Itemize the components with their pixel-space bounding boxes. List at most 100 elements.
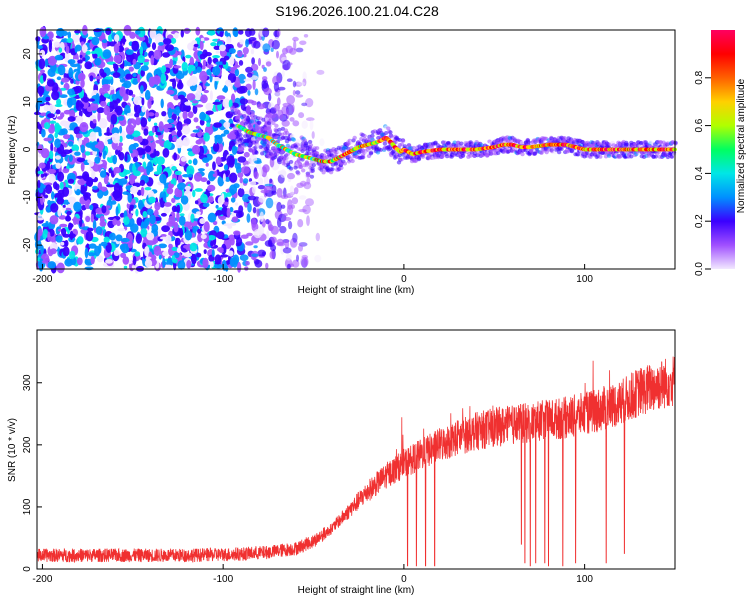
- noise-cell: [263, 185, 273, 192]
- noise-cell: [213, 122, 223, 128]
- noise-cell: [184, 230, 192, 241]
- noise-cell: [61, 128, 68, 136]
- noise-cell: [112, 154, 117, 165]
- noise-cell: [111, 93, 118, 101]
- noise-cell: [156, 163, 163, 175]
- noise-cell: [177, 174, 183, 186]
- noise-cell: [154, 201, 161, 211]
- noise-cell: [66, 211, 72, 216]
- noise-cell: [160, 234, 167, 238]
- noise-cell: [152, 126, 155, 134]
- noise-cell: [237, 50, 243, 58]
- noise-cell: [199, 218, 206, 225]
- noise-cell: [78, 110, 83, 118]
- noise-cell: [135, 233, 142, 244]
- noise-cell: [175, 72, 185, 80]
- noise-cell: [94, 245, 101, 257]
- noise-cell: [257, 249, 267, 257]
- figure-title: S196.2026.100.21.04.C28: [275, 3, 439, 19]
- noise-cell: [239, 98, 248, 105]
- ridge-halo-cell: [336, 149, 342, 154]
- noise-cell: [224, 30, 228, 37]
- noise-cell: [235, 242, 240, 247]
- x-tick-label: 0: [401, 274, 407, 285]
- noise-cell: [161, 65, 167, 73]
- noise-cell: [40, 194, 44, 206]
- noise-cell: [88, 160, 94, 167]
- noise-cell: [140, 228, 148, 238]
- noise-cell: [178, 215, 186, 226]
- noise-cell: [196, 85, 203, 95]
- noise-cell: [109, 41, 116, 47]
- noise-cell: [137, 73, 141, 83]
- ridge-halo-cell: [285, 152, 290, 157]
- noise-cell: [254, 88, 259, 96]
- noise-cell: [219, 30, 224, 38]
- ridge-halo-cell: [653, 154, 658, 159]
- noise-cell: [285, 253, 292, 261]
- noise-cell: [65, 214, 71, 222]
- noise-cell: [70, 78, 74, 84]
- noise-cell: [218, 119, 227, 131]
- noise-cell: [188, 173, 193, 178]
- noise-cell: [204, 83, 210, 87]
- noise-cell: [207, 29, 216, 36]
- noise-cell: [68, 196, 76, 204]
- noise-cell: [181, 61, 188, 72]
- ridge-halo-cell: [360, 155, 365, 160]
- ridge-halo-cell: [402, 144, 408, 149]
- noise-cell: [159, 236, 169, 240]
- noise-cell: [53, 41, 61, 48]
- noise-cell: [162, 38, 172, 45]
- noise-cell: [297, 81, 306, 86]
- noise-cell: [56, 262, 65, 274]
- colorbar-tick-label: 0.4: [694, 166, 705, 180]
- noise-cell: [302, 204, 311, 215]
- noise-cell: [63, 109, 72, 115]
- noise-cell: [300, 256, 309, 268]
- noise-cell: [128, 213, 133, 220]
- ridge-halo-cell: [314, 146, 320, 151]
- noise-cell: [245, 66, 253, 73]
- noise-cell: [132, 255, 137, 266]
- ridge-halo-cell: [388, 130, 393, 135]
- noise-cell: [200, 193, 208, 203]
- noise-cell: [64, 51, 70, 60]
- noise-cell: [61, 227, 67, 237]
- noise-cell: [71, 144, 80, 153]
- noise-cell: [303, 34, 309, 38]
- noise-cell: [237, 29, 244, 35]
- ridge-halo-cell: [239, 137, 244, 142]
- noise-cell: [238, 60, 244, 66]
- noise-cell: [202, 257, 209, 269]
- ridge-halo-cell: [280, 149, 285, 154]
- noise-cell: [293, 39, 297, 51]
- noise-cell: [111, 132, 120, 144]
- noise-cell: [192, 129, 200, 133]
- noise-cell: [146, 208, 154, 216]
- noise-cell: [223, 55, 230, 61]
- ridge-halo-cell: [452, 140, 457, 145]
- noise-cell: [158, 254, 162, 260]
- noise-cell: [119, 178, 128, 185]
- noise-cell: [138, 199, 144, 210]
- ridge-halo-cell: [232, 126, 237, 131]
- ridge-halo-cell: [305, 161, 310, 166]
- noise-cell: [192, 189, 196, 198]
- noise-cell: [267, 239, 273, 247]
- noise-cell: [140, 117, 148, 128]
- noise-cell: [46, 160, 51, 172]
- noise-cell: [171, 246, 179, 252]
- noise-cell: [233, 210, 241, 214]
- ridge-halo-cell: [330, 167, 335, 172]
- noise-cell: [253, 245, 258, 249]
- noise-cell: [99, 170, 107, 178]
- noise-cell: [104, 76, 113, 80]
- noise-cell: [242, 47, 249, 55]
- noise-cell: [214, 254, 222, 265]
- noise-cell: [176, 211, 180, 223]
- noise-cell: [185, 54, 192, 59]
- noise-cell: [229, 184, 238, 195]
